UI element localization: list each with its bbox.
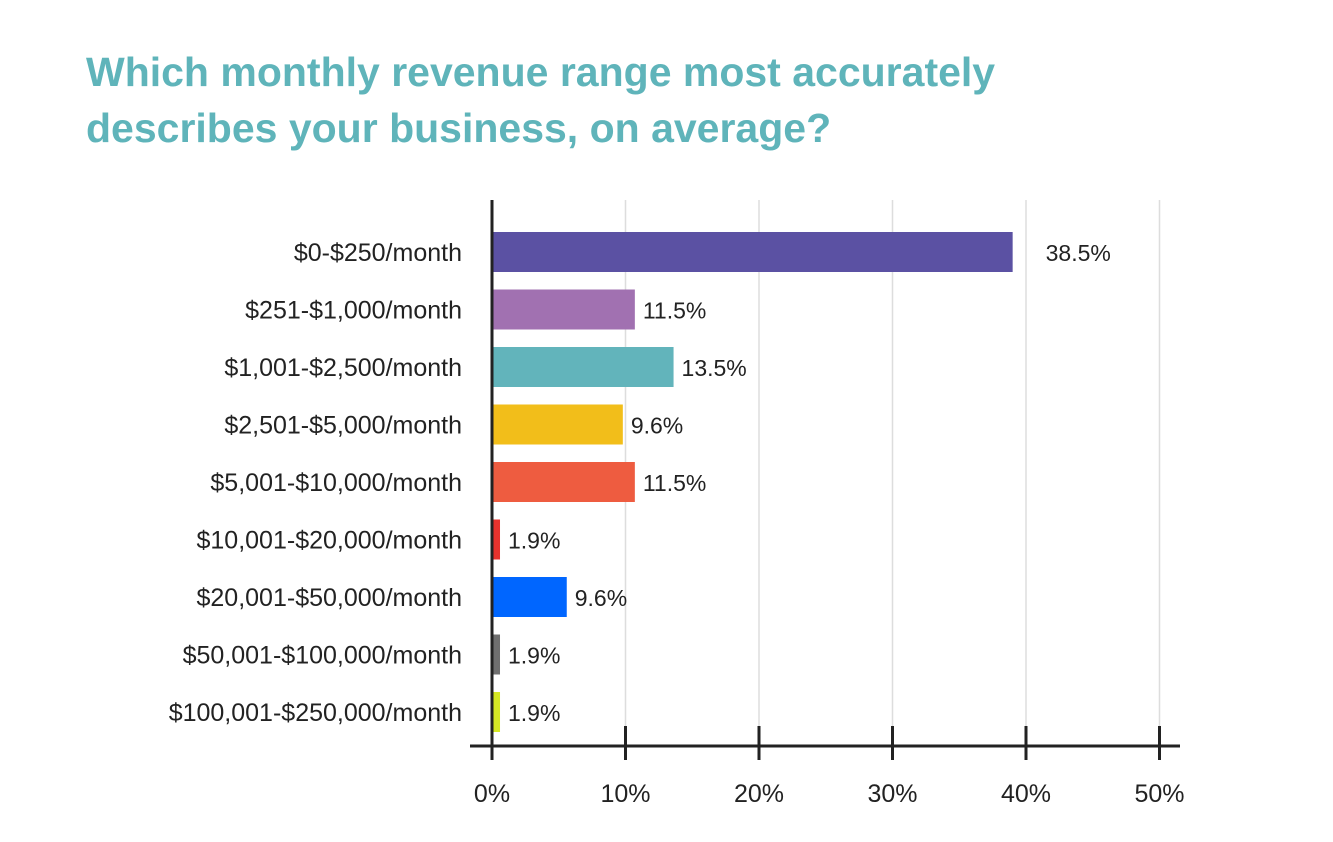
bar xyxy=(492,519,501,560)
chart-title: Which monthly revenue range most accurat… xyxy=(86,44,1186,156)
category-label: $1,001-$2,500/month xyxy=(224,354,462,382)
value-label: 13.5% xyxy=(682,355,747,381)
category-label: $50,001-$100,000/month xyxy=(183,642,462,670)
value-label: 11.5% xyxy=(643,298,707,324)
x-tick-label: 0% xyxy=(474,780,510,808)
value-label: 9.6% xyxy=(631,413,683,439)
value-label: 11.5% xyxy=(643,470,707,496)
value-label: 38.5% xyxy=(1046,240,1111,266)
chart-title-line-2: describes your business, on average? xyxy=(86,105,832,151)
category-label: $5,001-$10,000/month xyxy=(210,469,462,497)
category-label: $20,001-$50,000/month xyxy=(197,584,463,612)
category-label: $251-$1,000/month xyxy=(245,297,462,325)
x-tick-label: 20% xyxy=(734,780,784,808)
bar xyxy=(492,692,501,732)
value-label: 9.6% xyxy=(575,585,627,611)
bar xyxy=(492,289,635,330)
category-label: $0-$250/month xyxy=(294,239,462,267)
value-label: 1.9% xyxy=(508,700,560,726)
bar xyxy=(492,347,674,387)
bar xyxy=(492,462,635,502)
bar xyxy=(492,232,1013,272)
category-label: $2,501-$5,000/month xyxy=(224,412,462,440)
category-label: $10,001-$20,000/month xyxy=(197,527,463,555)
value-label: 1.9% xyxy=(508,643,560,669)
category-label: $100,001-$250,000/month xyxy=(169,699,462,727)
bar xyxy=(492,404,623,445)
x-tick-label: 40% xyxy=(1001,780,1051,808)
value-label: 1.9% xyxy=(508,528,560,554)
x-tick-label: 10% xyxy=(600,780,650,808)
bar xyxy=(492,634,501,675)
bar xyxy=(492,577,567,617)
chart-title-line-1: Which monthly revenue range most accurat… xyxy=(86,49,996,95)
x-tick-label: 50% xyxy=(1134,780,1184,808)
x-tick-label: 30% xyxy=(867,780,917,808)
